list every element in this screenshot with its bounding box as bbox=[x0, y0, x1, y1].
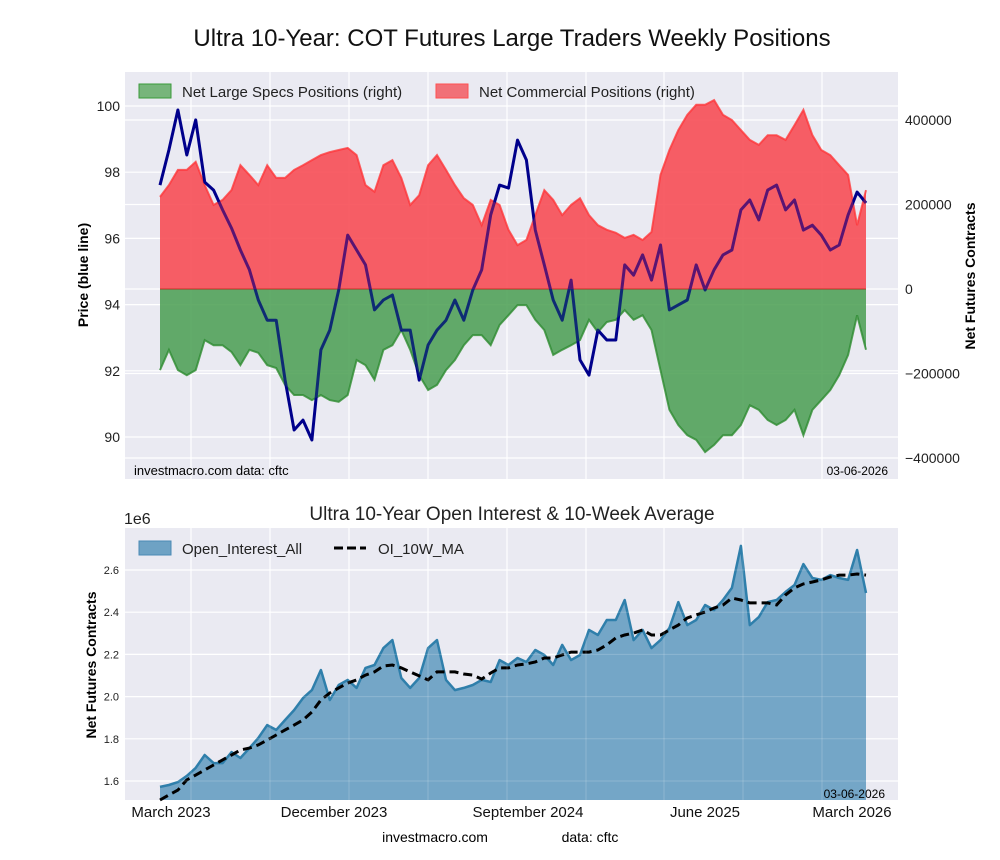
oi-tick-label: 2.2 bbox=[104, 649, 119, 661]
date-annotation-bottom: 03-06-2026 bbox=[824, 787, 886, 801]
open-interest-axis-label: Net Futures Contracts bbox=[83, 591, 99, 738]
footer-data-source: data: cftc bbox=[562, 829, 619, 845]
date-tick-label: September 2024 bbox=[473, 804, 584, 821]
date-tick-label: March 2023 bbox=[131, 804, 210, 821]
positions-areas bbox=[159, 98, 867, 454]
legend-label-moving-average: OI_10W_MA bbox=[378, 541, 464, 558]
date-tick-label: December 2023 bbox=[281, 804, 388, 821]
oi-tick-label: 1.8 bbox=[104, 734, 119, 746]
price-tick-label: 100 bbox=[97, 98, 121, 114]
positions-panel: 90 92 94 96 98 100 400000 200000 0 −200000 −40000… bbox=[75, 72, 978, 479]
legend-swatch-commercial bbox=[435, 83, 469, 99]
open-interest-line bbox=[159, 544, 868, 789]
legend-label-commercial: Net Commercial Positions (right) bbox=[479, 84, 695, 101]
date-axis-ticks: March 2023 December 2023 September 2024 Jun… bbox=[131, 804, 891, 821]
commercial-area bbox=[160, 100, 866, 289]
footer-site: investmacro.com bbox=[382, 829, 488, 845]
price-axis-ticks: 90 92 94 96 98 100 bbox=[97, 98, 121, 445]
price-axis-label: Price (blue line) bbox=[75, 223, 91, 327]
price-tick-label: 92 bbox=[104, 363, 120, 379]
figure-title: Ultra 10-Year: COT Futures Large Traders… bbox=[193, 25, 830, 52]
specs-area bbox=[160, 289, 866, 453]
open-interest-panel: 1.6 1.8 2.0 2.2 2.4 2.6 March 2023 December 20… bbox=[83, 528, 898, 821]
commercial-line bbox=[159, 98, 867, 247]
oi-tick-label: 2.0 bbox=[104, 692, 119, 704]
contracts-tick-label: 0 bbox=[905, 281, 913, 297]
open-interest-title: Ultra 10-Year Open Interest & 10-Week Av… bbox=[309, 504, 714, 525]
positions-lines bbox=[158, 100, 868, 453]
net-contracts-axis-label: Net Futures Contracts bbox=[962, 202, 978, 349]
oi-tick-label: 2.6 bbox=[104, 565, 119, 577]
price-tick-label: 98 bbox=[104, 164, 120, 180]
price-tick-label: 90 bbox=[104, 429, 120, 445]
open-interest-area bbox=[160, 545, 866, 800]
positions-legend: Net Large Specs Positions (right) Net Co… bbox=[138, 83, 695, 101]
date-tick-label: June 2025 bbox=[670, 804, 740, 821]
open-interest-legend: Open_Interest_All OI_10W_MA bbox=[138, 540, 464, 558]
moving-average-line bbox=[159, 572, 867, 802]
scale-offset-label: 1e6 bbox=[124, 511, 151, 528]
price-line bbox=[158, 108, 868, 442]
source-annotation: investmacro.com data: cftc bbox=[134, 463, 289, 478]
legend-label-specs: Net Large Specs Positions (right) bbox=[182, 84, 402, 101]
contracts-tick-label: −400000 bbox=[905, 450, 960, 466]
commercial-area-overlay bbox=[160, 100, 866, 289]
legend-swatch-specs bbox=[138, 83, 172, 99]
net-contracts-axis-ticks: 400000 200000 0 −200000 −400000 bbox=[905, 112, 960, 466]
contracts-tick-label: 400000 bbox=[905, 112, 952, 128]
open-interest-axis-ticks: 1.6 1.8 2.0 2.2 2.4 2.6 bbox=[104, 565, 119, 788]
specs-area-overlay bbox=[160, 289, 866, 453]
open-interest-areas bbox=[125, 528, 898, 802]
oi-tick-label: 1.6 bbox=[104, 776, 119, 788]
legend-label-open-interest: Open_Interest_All bbox=[182, 541, 302, 558]
price-tick-label: 96 bbox=[104, 230, 120, 246]
specs-line bbox=[159, 304, 867, 454]
contracts-tick-label: −200000 bbox=[905, 366, 960, 382]
date-annotation-top: 03-06-2026 bbox=[827, 464, 889, 478]
oi-tick-label: 2.4 bbox=[104, 607, 119, 619]
contracts-tick-label: 200000 bbox=[905, 197, 952, 213]
date-tick-label: March 2026 bbox=[812, 804, 891, 821]
legend-swatch-open-interest bbox=[138, 540, 172, 556]
price-tick-label: 94 bbox=[104, 297, 120, 313]
